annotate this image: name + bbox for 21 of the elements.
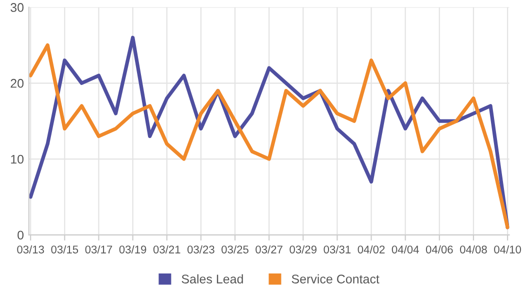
x-tick-label: 04/10: [494, 245, 522, 254]
x-tick-label: 04/06: [426, 245, 453, 254]
legend-label: Sales Lead: [182, 274, 243, 284]
x-tick-label: 04/08: [460, 245, 487, 254]
x-tick-label: 03/31: [324, 245, 351, 254]
x-tick-label: 03/17: [85, 245, 112, 254]
x-tick-label: 04/04: [392, 245, 419, 254]
y-tick-label: 10: [11, 154, 24, 164]
y-tick-label: 0: [18, 230, 24, 240]
x-tick-label: 03/15: [51, 245, 78, 254]
x-tick-label: 03/19: [119, 245, 146, 254]
legend-label: Service Contact: [292, 274, 380, 284]
x-tick-label: 03/13: [17, 245, 44, 254]
x-tick-label: 03/29: [290, 245, 317, 254]
x-tick-label: 03/27: [256, 245, 282, 254]
x-tick-label: 03/25: [222, 245, 248, 254]
x-tick-label: 04/02: [358, 245, 385, 254]
y-tick-label: 30: [10, 3, 24, 12]
y-tick-label: 20: [10, 78, 24, 88]
x-tick-label: 03/23: [187, 245, 214, 254]
x-tick-label: 03/21: [153, 245, 180, 254]
